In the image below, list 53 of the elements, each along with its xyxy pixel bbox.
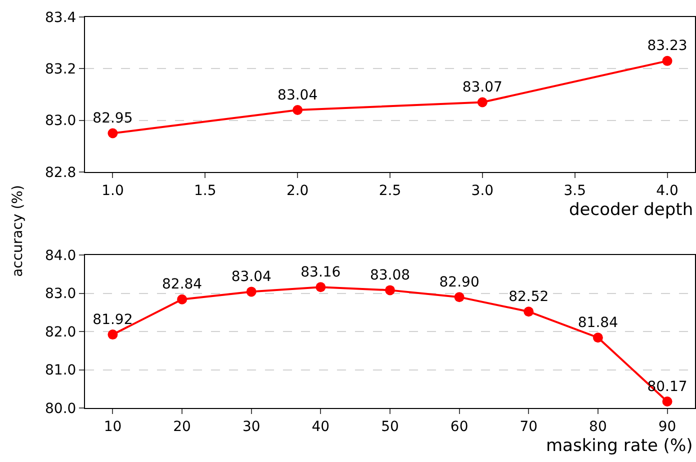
y-tick-label: 83.4 [45, 10, 76, 26]
point [662, 56, 672, 66]
x-tick-label: 60 [450, 418, 468, 435]
x-tick-label: 30 [242, 418, 260, 435]
point [246, 286, 256, 297]
point [477, 97, 488, 108]
point [592, 332, 603, 343]
y-tick-label: 84.0 [45, 248, 76, 264]
data-label: 83.16 [300, 264, 341, 280]
x-tick-label: 20 [173, 418, 191, 435]
x-tick-label: 90 [658, 418, 676, 435]
x-tick-label: 3.5 [564, 182, 586, 199]
x-axis-title: masking rate (%) [546, 436, 693, 456]
x-tick-label: 2.0 [286, 182, 309, 199]
data-label: 81.92 [92, 312, 133, 328]
point [108, 330, 118, 340]
x-tick-label: 50 [381, 418, 399, 435]
x-tick-label: 80 [589, 418, 607, 435]
point [177, 294, 188, 304]
data-label: 83.04 [278, 87, 318, 104]
x-tick-label: 1.0 [102, 182, 124, 199]
x-tick-label: 2.5 [378, 182, 402, 199]
y-tick-label: 82.8 [45, 164, 76, 181]
data-label: 81.84 [578, 314, 618, 331]
data-label: 82.95 [92, 110, 133, 126]
data-label: 83.04 [231, 268, 272, 285]
point [385, 285, 395, 296]
data-label: 82.52 [508, 288, 549, 305]
point [454, 292, 464, 302]
y-tick-label: 81.0 [45, 362, 76, 379]
x-axis-title: decoder depth [569, 200, 694, 220]
y-axis-title: accuracy (%) [10, 185, 26, 277]
point [108, 128, 118, 138]
point [292, 105, 303, 115]
x-tick-label: 10 [104, 418, 122, 435]
point [662, 396, 672, 406]
y-tick-label: 83.2 [45, 62, 76, 78]
y-tick-label: 82.0 [45, 324, 76, 340]
data-label: 83.23 [647, 38, 688, 54]
data-label: 83.07 [462, 80, 502, 96]
data-label: 82.84 [162, 276, 202, 293]
y-tick-label: 83.0 [45, 113, 76, 130]
x-tick-label: 70 [520, 418, 538, 435]
y-tick-label: 80.0 [45, 400, 76, 417]
point [524, 306, 534, 317]
data-label: 83.08 [370, 267, 410, 284]
x-tick-label: 4.0 [656, 182, 678, 199]
point [316, 282, 326, 292]
x-tick-label: 1.5 [194, 182, 216, 199]
y-tick-label: 83.0 [45, 286, 76, 302]
x-tick-label: 40 [312, 418, 330, 435]
x-tick-label: 3.0 [471, 182, 494, 199]
data-label: 82.90 [439, 274, 480, 290]
